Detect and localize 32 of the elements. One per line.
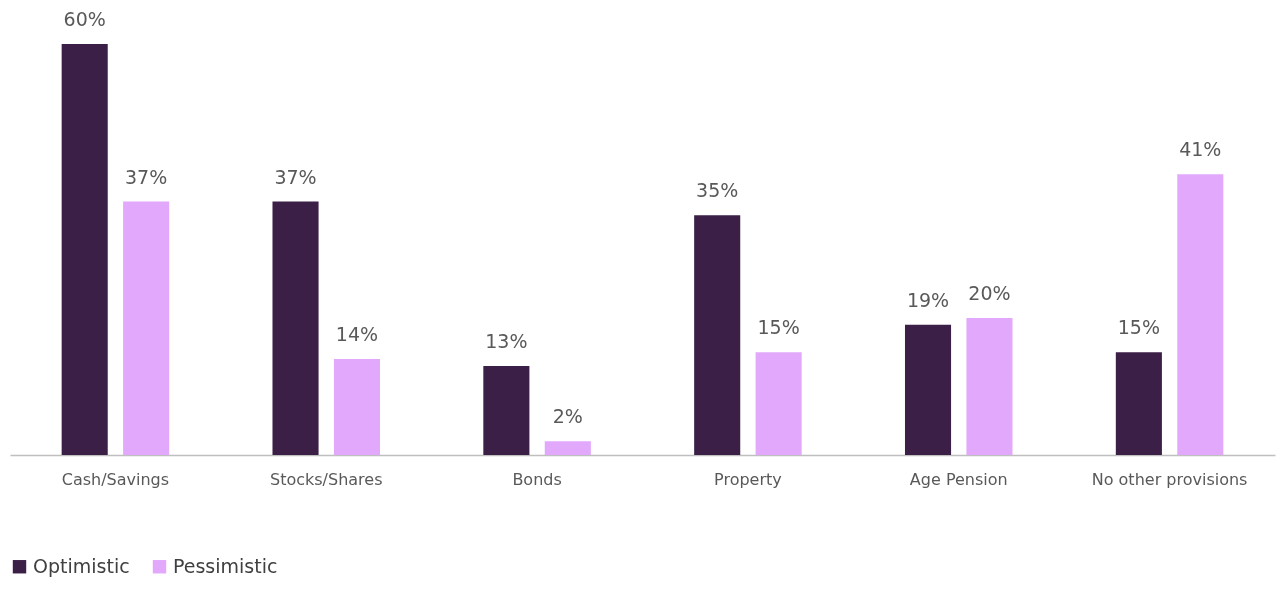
x-tick-label: Bonds	[512, 469, 562, 489]
data-label: 15%	[1117, 316, 1160, 339]
bar	[1115, 352, 1162, 455]
x-tick-label: Property	[714, 469, 782, 489]
data-label: 37%	[274, 165, 317, 188]
legend-label: Pessimistic	[173, 554, 278, 577]
data-label: 13%	[485, 329, 528, 352]
x-tick-label: Cash/Savings	[61, 469, 170, 489]
data-label: 20%	[968, 282, 1011, 304]
legend-label: Optimistic	[33, 554, 130, 577]
bar	[544, 441, 591, 455]
data-label: 35%	[696, 179, 739, 202]
bar	[966, 318, 1013, 455]
data-label: 15%	[757, 316, 800, 339]
bar	[123, 201, 170, 455]
data-label: 19%	[906, 288, 950, 311]
bar	[272, 201, 319, 455]
data-label: 37%	[125, 165, 168, 188]
data-label: 14%	[335, 323, 379, 346]
data-label: 2%	[552, 405, 583, 428]
bar	[483, 365, 530, 455]
data-label: 41%	[1179, 138, 1222, 161]
bar	[1177, 174, 1224, 455]
bar	[333, 359, 381, 455]
bar	[755, 352, 802, 455]
x-tick-label: Stocks/Shares	[269, 469, 383, 489]
x-tick-label: Age Pension	[909, 469, 1008, 489]
bar	[904, 324, 952, 455]
bar	[61, 44, 108, 455]
x-tick-label: No other provisions	[1091, 469, 1248, 489]
data-label: 60%	[63, 8, 106, 30]
bar	[694, 215, 741, 455]
